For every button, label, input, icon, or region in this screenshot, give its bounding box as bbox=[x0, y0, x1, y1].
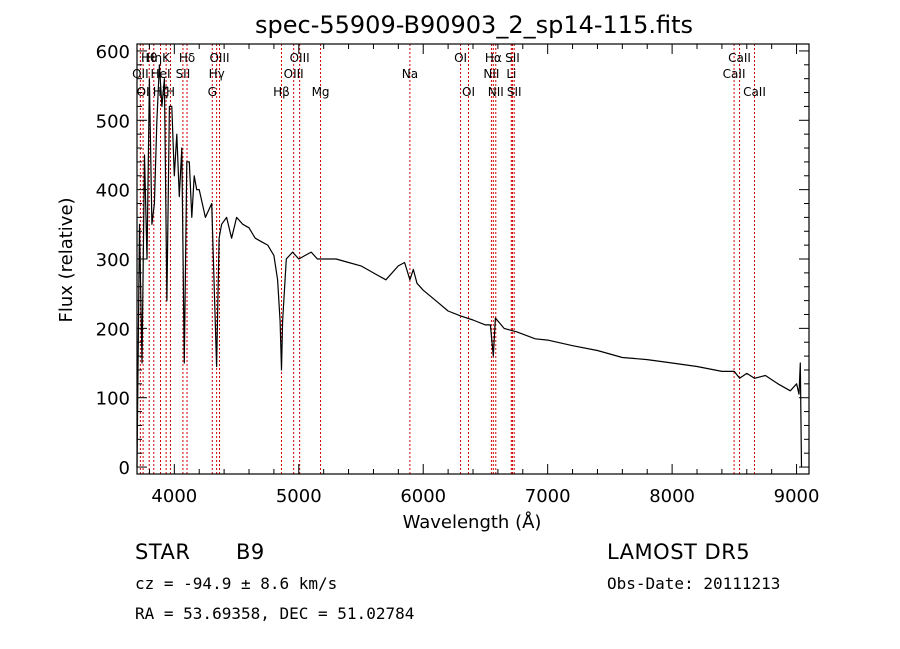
line-marker-label: OIII bbox=[290, 51, 310, 65]
y-tick-label: 0 bbox=[119, 458, 130, 479]
x-tick-label: 5000 bbox=[276, 486, 322, 507]
line-marker-label: Hη bbox=[145, 51, 162, 65]
line-marker-label: Mg bbox=[312, 85, 330, 99]
line-marker-label: CaII bbox=[728, 51, 751, 65]
line-marker-label: SII bbox=[505, 51, 520, 65]
line-marker-label: NII bbox=[488, 85, 504, 99]
x-axis: 4000 5000 6000 7000 8000 9000 bbox=[148, 44, 820, 507]
line-marker-label: OIII bbox=[209, 51, 229, 65]
spectrum-line bbox=[136, 64, 803, 468]
line-marker-label: OI bbox=[454, 51, 467, 65]
y-tick-label: 400 bbox=[96, 181, 130, 202]
object-class: STAR bbox=[135, 540, 191, 564]
line-marker-label: Hθ bbox=[141, 51, 157, 65]
x-axis-label: Wavelength (Å) bbox=[403, 511, 542, 533]
survey-name: LAMOST DR5 bbox=[607, 540, 751, 564]
line-marker-label: H bbox=[166, 85, 175, 99]
coordinates: RA = 53.69358, DEC = 51.02784 bbox=[135, 604, 415, 623]
line-marker-label: Hδ bbox=[179, 51, 195, 65]
line-marker-label: CaII bbox=[743, 85, 766, 99]
y-tick-label: 600 bbox=[96, 42, 130, 63]
line-marker-label: OI bbox=[462, 85, 475, 99]
y-axis-label: Flux (relative) bbox=[56, 197, 77, 322]
x-tick-label: 8000 bbox=[649, 486, 695, 507]
line-marker-label: G bbox=[208, 85, 217, 99]
y-tick-label: 500 bbox=[96, 111, 130, 132]
line-marker-label: OI bbox=[137, 85, 150, 99]
line-marker-label: K bbox=[162, 51, 171, 65]
object-subclass: B9 bbox=[236, 540, 265, 564]
line-marker-label: Na bbox=[402, 67, 418, 81]
y-tick-label: 300 bbox=[96, 250, 130, 271]
plot-frame bbox=[136, 43, 810, 475]
x-tick-label: 7000 bbox=[525, 486, 571, 507]
y-tick-label: 100 bbox=[96, 389, 130, 410]
line-marker-label: Hβ bbox=[273, 85, 290, 99]
x-tick-label: 4000 bbox=[151, 486, 197, 507]
line-marker-label: SII bbox=[176, 67, 191, 81]
radial-velocity: cz = -94.9 ± 8.6 km/s bbox=[135, 574, 338, 593]
line-marker-layer bbox=[139, 44, 755, 474]
x-tick-label: 6000 bbox=[400, 486, 446, 507]
line-marker-label: CaII bbox=[723, 67, 746, 81]
line-marker-label: Hα bbox=[485, 51, 502, 65]
line-marker-label: NII bbox=[483, 67, 499, 81]
y-tick-label: 200 bbox=[96, 319, 130, 340]
y-axis: 0 100 200 300 400 500 600 bbox=[96, 42, 809, 479]
line-marker-label: Hγ bbox=[209, 67, 225, 81]
line-marker-label: OIII bbox=[284, 67, 304, 81]
line-marker-label: OII bbox=[132, 67, 149, 81]
x-tick-label: 9000 bbox=[774, 486, 820, 507]
line-marker-label: SII bbox=[507, 85, 522, 99]
chart-title: spec-55909-B90903_2_sp14-115.fits bbox=[255, 11, 693, 39]
line-marker-label: Li bbox=[506, 67, 516, 81]
observation-date: Obs-Date: 20111213 bbox=[607, 574, 781, 593]
